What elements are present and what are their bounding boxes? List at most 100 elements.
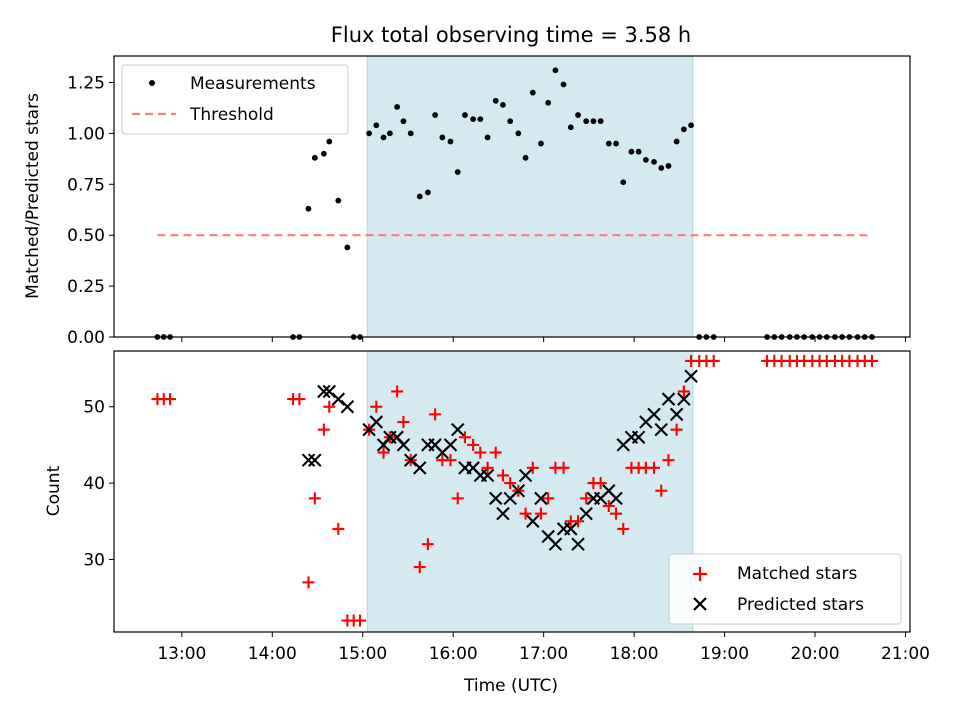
matched-star-point — [308, 492, 321, 505]
matched-star-point — [602, 500, 615, 513]
matched-star-point — [617, 522, 630, 535]
measurement-point — [394, 104, 401, 110]
measurement-point — [380, 134, 387, 141]
matched-star-point — [323, 400, 336, 413]
matched-star-point — [662, 454, 675, 467]
matched-star-point — [421, 538, 434, 551]
predicted-star-point — [669, 407, 684, 422]
bottom-legend-box — [668, 553, 902, 625]
measurement-point — [470, 116, 477, 123]
bottom-xtick-label: 19:00 — [700, 644, 749, 664]
chart-title: Flux total observing time = 3.58 h — [331, 23, 691, 47]
measurement-point — [373, 122, 380, 129]
predicted-star-point — [661, 392, 676, 406]
measurement-point — [344, 244, 351, 251]
measurement-point — [500, 101, 506, 108]
predicted-star-point — [511, 483, 526, 498]
top-legend-box — [121, 64, 349, 135]
measurement-point — [477, 116, 484, 123]
bottom-xtick-label: 13:00 — [157, 644, 206, 664]
matched-star-point — [444, 454, 457, 467]
legend-measurements-marker — [149, 80, 155, 86]
measurement-point — [658, 165, 665, 171]
matched-star-point — [489, 446, 502, 459]
bottom-legend: Matched stars Predicted stars — [668, 553, 902, 625]
measurement-point — [439, 134, 446, 141]
matched-star-point — [542, 492, 555, 505]
predicted-star-point — [571, 537, 585, 551]
matched-star-point — [655, 484, 668, 497]
legend-matched-marker — [693, 567, 707, 581]
measurement-point — [628, 148, 635, 155]
bottom-plot-frame — [113, 350, 911, 633]
bottom-xtick-label: 15:00 — [338, 644, 387, 664]
matched-star-point — [610, 507, 623, 520]
matched-star-point — [866, 354, 879, 367]
matched-star-point — [572, 515, 585, 528]
bottom-ytick-label: 30 — [83, 550, 105, 570]
measurement-point — [642, 156, 649, 163]
legend-predicted-label: Predicted stars — [737, 595, 864, 615]
matched-star-point — [504, 477, 517, 490]
measurement-point — [583, 118, 590, 125]
bottom-ytick-label: 40 — [83, 474, 105, 494]
measurement-point — [507, 118, 514, 125]
matched-star-point — [377, 446, 390, 459]
predicted-star-point — [647, 407, 661, 422]
matched-star-point — [534, 507, 547, 520]
measurement-point — [366, 130, 372, 137]
bottom-xtick-label: 21:00 — [881, 644, 930, 664]
matched-star-point — [302, 576, 315, 589]
matched-star-point — [670, 423, 683, 436]
measurement-point — [545, 99, 552, 106]
bottom-xtick-label: 14:00 — [248, 644, 297, 664]
measurement-point — [538, 140, 544, 147]
matched-star-point — [467, 438, 480, 451]
measurement-point — [454, 169, 461, 175]
matched-star-point — [317, 423, 330, 436]
measurement-point — [311, 154, 318, 161]
top-ytick-label: 0.50 — [67, 226, 105, 246]
matched-star-point — [677, 385, 690, 398]
measurement-point — [673, 138, 680, 145]
top-ylabel: Matched/Predicted stars — [23, 93, 43, 299]
measurement-point — [651, 158, 657, 165]
predicted-star-point — [443, 438, 458, 452]
matched-star-point — [648, 461, 661, 474]
top-legend: Measurements Threshold — [121, 64, 349, 135]
matched-star-point — [526, 461, 539, 474]
top-ytick-label: 1.25 — [67, 73, 105, 93]
predicted-star-point — [684, 369, 698, 383]
measurement-point — [447, 138, 454, 145]
matched-star-point — [481, 461, 494, 474]
top-ytick-label: 0.25 — [67, 277, 105, 297]
matched-star-point — [293, 393, 306, 406]
measurement-point — [575, 112, 581, 118]
bottom-panel: 30 40 50 13:00 14:00 15:00 16:00 17:00 18:00 19:… — [44, 350, 930, 696]
measurement-point — [305, 205, 312, 212]
matched-star-point — [496, 469, 509, 482]
matched-star-point — [451, 492, 464, 505]
measurement-point — [620, 179, 627, 186]
measurement-point — [326, 138, 333, 145]
predicted-star-point — [480, 468, 495, 483]
predicted-star-point — [450, 422, 465, 437]
matched-star-point — [332, 522, 345, 535]
measurement-point — [665, 163, 672, 169]
predicted-star-point — [518, 468, 533, 483]
bottom-xtick-label: 18:00 — [610, 644, 659, 664]
measurement-point — [484, 134, 491, 141]
top-shaded-interval — [366, 55, 694, 338]
predicted-star-point — [526, 514, 540, 529]
predicted-star-point — [340, 399, 355, 414]
predicted-star-point — [488, 491, 503, 506]
measurement-point — [335, 197, 342, 204]
matched-star-point — [397, 416, 410, 429]
matched-star-point — [594, 477, 607, 490]
measurement-point — [567, 124, 574, 131]
matched-star-point — [474, 446, 487, 459]
bottom-xtick-label: 20:00 — [791, 644, 840, 664]
predicted-star-point — [308, 453, 322, 467]
legend-matched-label: Matched stars — [737, 564, 857, 584]
measurement-point — [529, 89, 536, 96]
